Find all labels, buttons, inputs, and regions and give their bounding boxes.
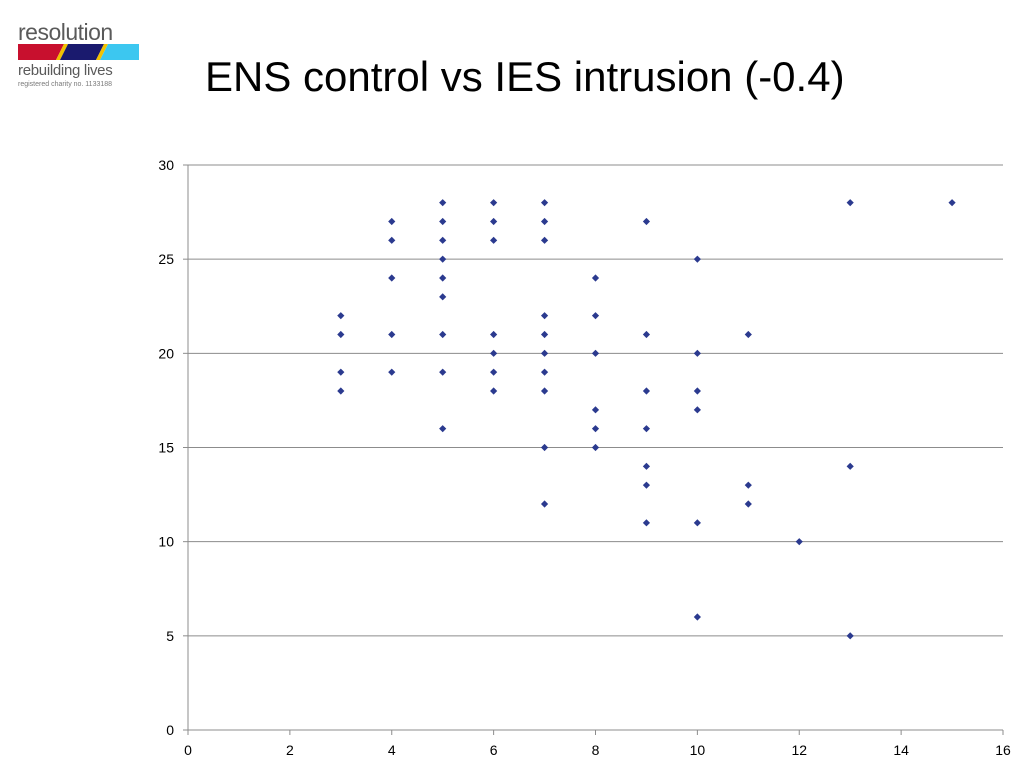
data-point <box>744 500 752 508</box>
x-tick-label: 16 <box>995 742 1011 758</box>
data-point <box>642 217 651 226</box>
data-point <box>642 387 651 395</box>
data-point <box>540 387 549 395</box>
data-point <box>693 406 701 414</box>
data-point <box>337 312 345 320</box>
resolution-logo: resolution rebuilding lives registered c… <box>18 20 142 92</box>
data-points <box>337 199 956 640</box>
y-tick-label: 30 <box>158 157 174 173</box>
data-point <box>490 368 498 376</box>
data-point <box>439 217 447 226</box>
tick-labels: 0 5 10 15 20 25 30 0 2 4 6 8 10 12 14 16 <box>158 157 1011 758</box>
data-point <box>591 406 600 414</box>
data-point <box>439 293 447 301</box>
data-point <box>642 462 651 470</box>
data-point <box>490 330 498 339</box>
data-point <box>439 368 447 376</box>
data-point <box>591 274 600 282</box>
data-point <box>490 349 498 357</box>
logo-color-bars <box>18 44 139 60</box>
y-tick-label: 25 <box>158 251 174 267</box>
gridlines <box>188 164 1003 637</box>
x-tick-label: 14 <box>893 742 909 758</box>
data-point <box>642 330 651 339</box>
data-point <box>591 425 600 433</box>
data-point <box>540 349 549 357</box>
data-point <box>642 425 651 433</box>
data-point <box>439 330 447 339</box>
y-tick-label: 15 <box>158 440 174 456</box>
data-point <box>642 481 651 489</box>
y-tick-label: 10 <box>158 534 174 550</box>
data-point <box>591 312 600 320</box>
data-point <box>540 236 549 244</box>
data-point <box>337 387 345 395</box>
data-point <box>540 199 549 207</box>
logo-wordmark: resolution <box>18 19 113 45</box>
data-point <box>439 236 447 244</box>
data-point <box>490 387 498 395</box>
data-point <box>540 368 549 376</box>
data-point <box>744 481 752 489</box>
axes <box>183 164 1004 735</box>
data-point <box>540 312 549 320</box>
y-tick-label: 5 <box>166 628 174 644</box>
x-tick-label: 4 <box>388 742 396 758</box>
data-point <box>337 368 345 376</box>
data-point <box>388 274 396 282</box>
x-tick-label: 6 <box>490 742 498 758</box>
data-point <box>337 330 345 339</box>
data-point <box>693 387 701 395</box>
data-point <box>693 519 701 527</box>
y-tick-label: 0 <box>166 722 174 738</box>
data-point <box>490 236 498 244</box>
data-point <box>846 199 854 207</box>
x-tick-label: 8 <box>592 742 600 758</box>
data-point <box>439 274 447 282</box>
data-point <box>439 255 447 263</box>
logo-charity-number: registered charity no. 1133188 <box>18 81 113 88</box>
data-point <box>744 330 752 339</box>
data-point <box>490 199 498 207</box>
data-point <box>388 236 396 244</box>
y-tick-label: 20 <box>158 345 174 361</box>
data-point <box>846 632 854 640</box>
data-point <box>388 330 396 339</box>
data-point <box>693 613 701 621</box>
data-point <box>846 462 854 470</box>
data-point <box>591 349 600 357</box>
data-point <box>540 443 549 452</box>
data-point <box>795 538 803 546</box>
data-point <box>490 217 498 226</box>
data-point <box>439 425 447 433</box>
data-point <box>693 349 701 357</box>
data-point <box>388 368 396 376</box>
data-point <box>439 199 447 207</box>
data-point <box>540 217 549 226</box>
data-point <box>642 519 651 527</box>
logo-tagline: rebuilding lives <box>18 62 113 79</box>
data-point <box>540 330 549 339</box>
slide-title: ENS control vs IES intrusion (-0.4) <box>205 53 845 100</box>
data-point <box>948 199 956 207</box>
x-tick-label: 12 <box>791 742 807 758</box>
data-point <box>388 217 396 226</box>
data-point <box>540 500 549 508</box>
x-tick-label: 0 <box>184 742 192 758</box>
x-tick-label: 10 <box>690 742 706 758</box>
x-tick-label: 2 <box>286 742 294 758</box>
data-point <box>693 255 701 263</box>
data-point <box>591 443 600 452</box>
